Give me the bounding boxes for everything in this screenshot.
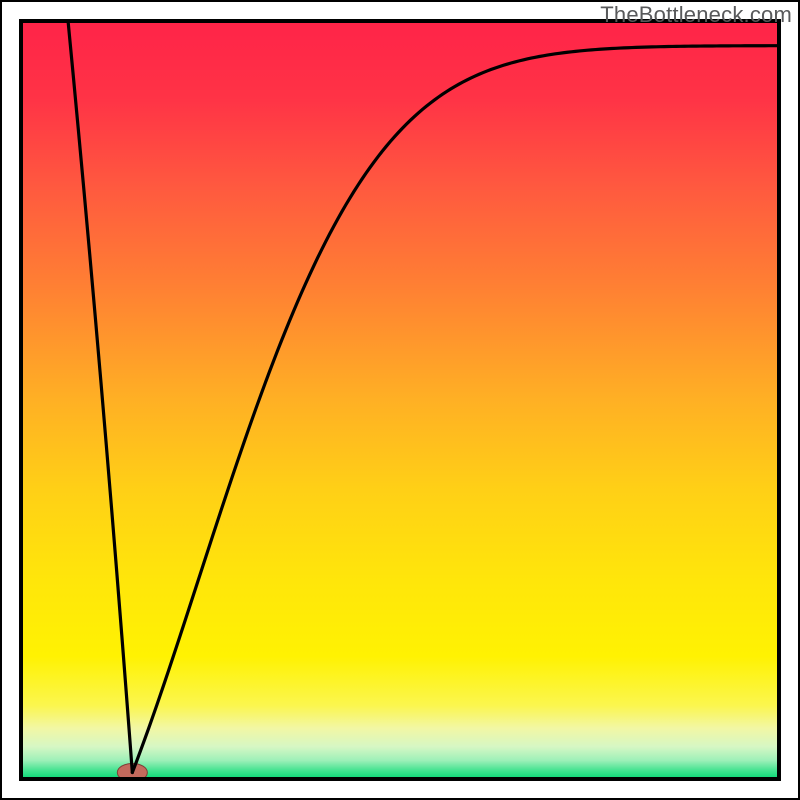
bottleneck-chart <box>0 0 800 800</box>
gradient-background <box>23 23 777 777</box>
chart-root: TheBottleneck.com <box>0 0 800 800</box>
